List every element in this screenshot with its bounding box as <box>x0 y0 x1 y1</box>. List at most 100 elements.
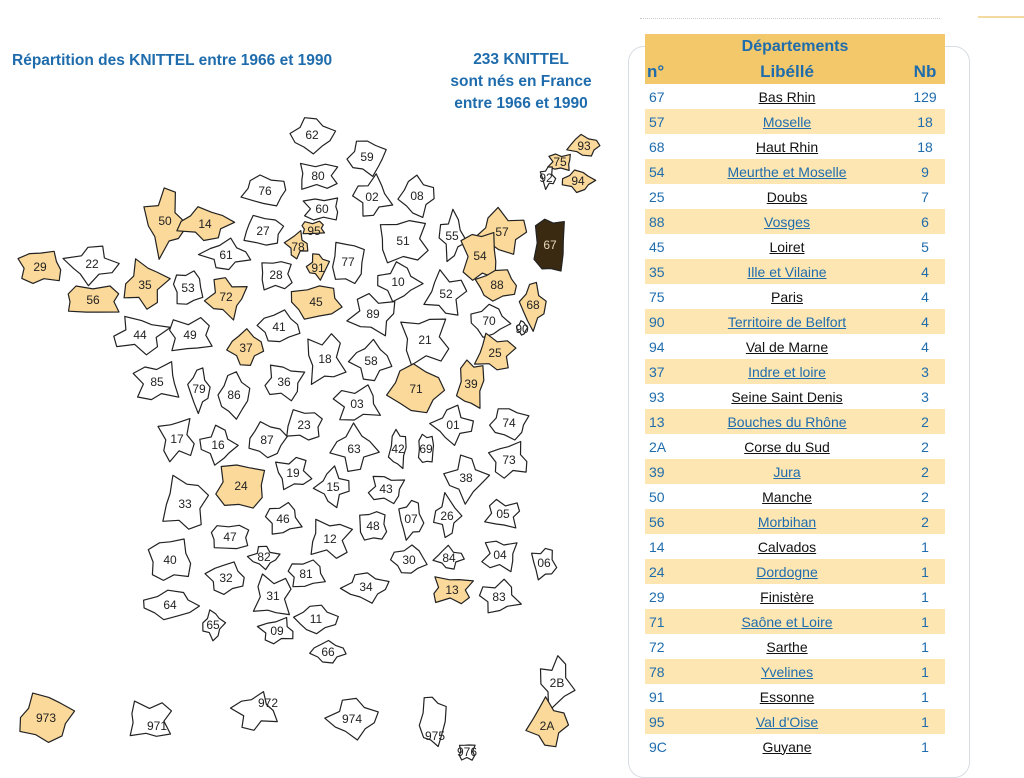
department-shape[interactable] <box>293 604 339 635</box>
dept-link[interactable]: Essonne <box>759 688 815 705</box>
department-shape[interactable] <box>299 162 339 190</box>
dept-link[interactable]: Haut Rhin <box>755 138 819 155</box>
department-shape[interactable] <box>256 616 294 645</box>
department-shape[interactable] <box>329 422 380 472</box>
department-04[interactable]: 04 <box>481 540 518 573</box>
department-53[interactable]: 53 <box>172 270 204 305</box>
department-shape[interactable] <box>261 261 293 291</box>
department-shape[interactable] <box>433 492 463 539</box>
department-shape[interactable] <box>324 697 379 741</box>
department-10[interactable]: 10 <box>377 261 424 303</box>
department-14[interactable]: 14 <box>176 206 236 242</box>
department-shape[interactable] <box>215 464 266 509</box>
department-21[interactable]: 21 <box>400 318 450 366</box>
dept-link[interactable]: Bouches du Rhône <box>727 413 847 430</box>
dept-link[interactable]: Bas Rhin <box>758 88 816 105</box>
department-shape[interactable] <box>169 317 213 352</box>
dept-link[interactable]: Morbihan <box>757 513 817 530</box>
department-23[interactable]: 23 <box>286 409 323 441</box>
dept-link[interactable]: Val d'Oise <box>755 713 819 730</box>
dept-link[interactable]: Doubs <box>766 188 808 205</box>
department-shape[interactable] <box>455 359 485 409</box>
dept-link[interactable]: Paris <box>771 288 803 305</box>
department-86[interactable]: 86 <box>217 371 251 420</box>
department-975[interactable]: 975 <box>418 696 447 748</box>
department-25[interactable]: 25 <box>473 332 517 371</box>
department-08[interactable]: 08 <box>397 174 435 218</box>
department-971[interactable]: 971 <box>129 700 173 737</box>
department-shape[interactable] <box>533 218 565 272</box>
department-shape[interactable] <box>346 293 396 337</box>
department-shape[interactable] <box>539 655 576 712</box>
department-34[interactable]: 34 <box>339 572 390 604</box>
department-shape[interactable] <box>518 281 547 332</box>
department-shape[interactable] <box>248 421 288 459</box>
department-shape[interactable] <box>210 524 250 550</box>
department-shape[interactable] <box>443 454 491 505</box>
department-shape[interactable] <box>386 363 446 414</box>
department-05[interactable]: 05 <box>484 498 521 529</box>
dept-link[interactable]: Calvados <box>757 538 817 555</box>
department-11[interactable]: 11 <box>293 604 339 635</box>
department-36[interactable]: 36 <box>264 364 306 402</box>
department-63[interactable]: 63 <box>329 422 380 472</box>
department-28[interactable]: 28 <box>261 261 293 291</box>
department-shape[interactable] <box>243 214 285 246</box>
department-shape[interactable] <box>199 424 239 466</box>
department-shape[interactable] <box>226 328 265 366</box>
department-shape[interactable] <box>418 696 447 748</box>
department-shape[interactable] <box>516 320 529 336</box>
department-shape[interactable] <box>481 540 518 573</box>
department-91[interactable]: 91 <box>305 253 331 281</box>
department-shape[interactable] <box>474 269 517 302</box>
department-06[interactable]: 06 <box>531 547 558 581</box>
department-shape[interactable] <box>289 117 337 155</box>
department-shape[interactable] <box>390 544 428 574</box>
department-62[interactable]: 62 <box>289 117 337 155</box>
department-32[interactable]: 32 <box>204 561 245 595</box>
dept-link[interactable]: Loiret <box>769 238 805 255</box>
department-shape[interactable] <box>400 318 450 366</box>
department-shape[interactable] <box>387 428 407 470</box>
department-shape[interactable] <box>433 576 474 605</box>
department-13[interactable]: 13 <box>433 576 474 605</box>
department-48[interactable]: 48 <box>359 511 388 541</box>
department-shape[interactable] <box>132 361 180 401</box>
department-17[interactable]: 17 <box>157 418 195 463</box>
department-72[interactable]: 72 <box>203 277 248 321</box>
department-33[interactable]: 33 <box>162 474 210 530</box>
department-shape[interactable] <box>17 250 62 284</box>
department-shape[interactable] <box>478 578 522 614</box>
dept-link[interactable]: Indre et loire <box>748 363 826 380</box>
department-shape[interactable] <box>438 208 468 263</box>
department-38[interactable]: 38 <box>443 454 491 505</box>
department-shape[interactable] <box>312 465 350 509</box>
department-94[interactable]: 94 <box>561 169 597 194</box>
department-shape[interactable] <box>275 456 313 491</box>
department-87[interactable]: 87 <box>248 421 288 459</box>
department-shape[interactable] <box>566 133 601 157</box>
department-shape[interactable] <box>286 409 323 441</box>
department-shape[interactable] <box>398 499 425 541</box>
department-81[interactable]: 81 <box>287 559 326 588</box>
department-58[interactable]: 58 <box>347 338 393 382</box>
department-49[interactable]: 49 <box>169 317 213 352</box>
department-44[interactable]: 44 <box>113 315 172 356</box>
department-shape[interactable] <box>264 501 303 535</box>
department-24[interactable]: 24 <box>215 464 266 509</box>
department-shape[interactable] <box>143 589 201 621</box>
department-02[interactable]: 02 <box>352 173 394 217</box>
department-80[interactable]: 80 <box>299 162 339 190</box>
department-42[interactable]: 42 <box>387 428 407 470</box>
department-41[interactable]: 41 <box>256 309 301 343</box>
department-shape[interactable] <box>203 277 248 321</box>
department-39[interactable]: 39 <box>455 359 485 409</box>
department-972[interactable]: 972 <box>229 691 279 731</box>
department-47[interactable]: 47 <box>210 524 250 550</box>
department-18[interactable]: 18 <box>307 333 347 385</box>
department-55[interactable]: 55 <box>438 208 468 263</box>
dept-link[interactable]: Guyane <box>762 738 812 755</box>
department-68[interactable]: 68 <box>518 281 547 332</box>
department-15[interactable]: 15 <box>312 465 350 509</box>
department-95[interactable]: 95 <box>301 220 326 238</box>
